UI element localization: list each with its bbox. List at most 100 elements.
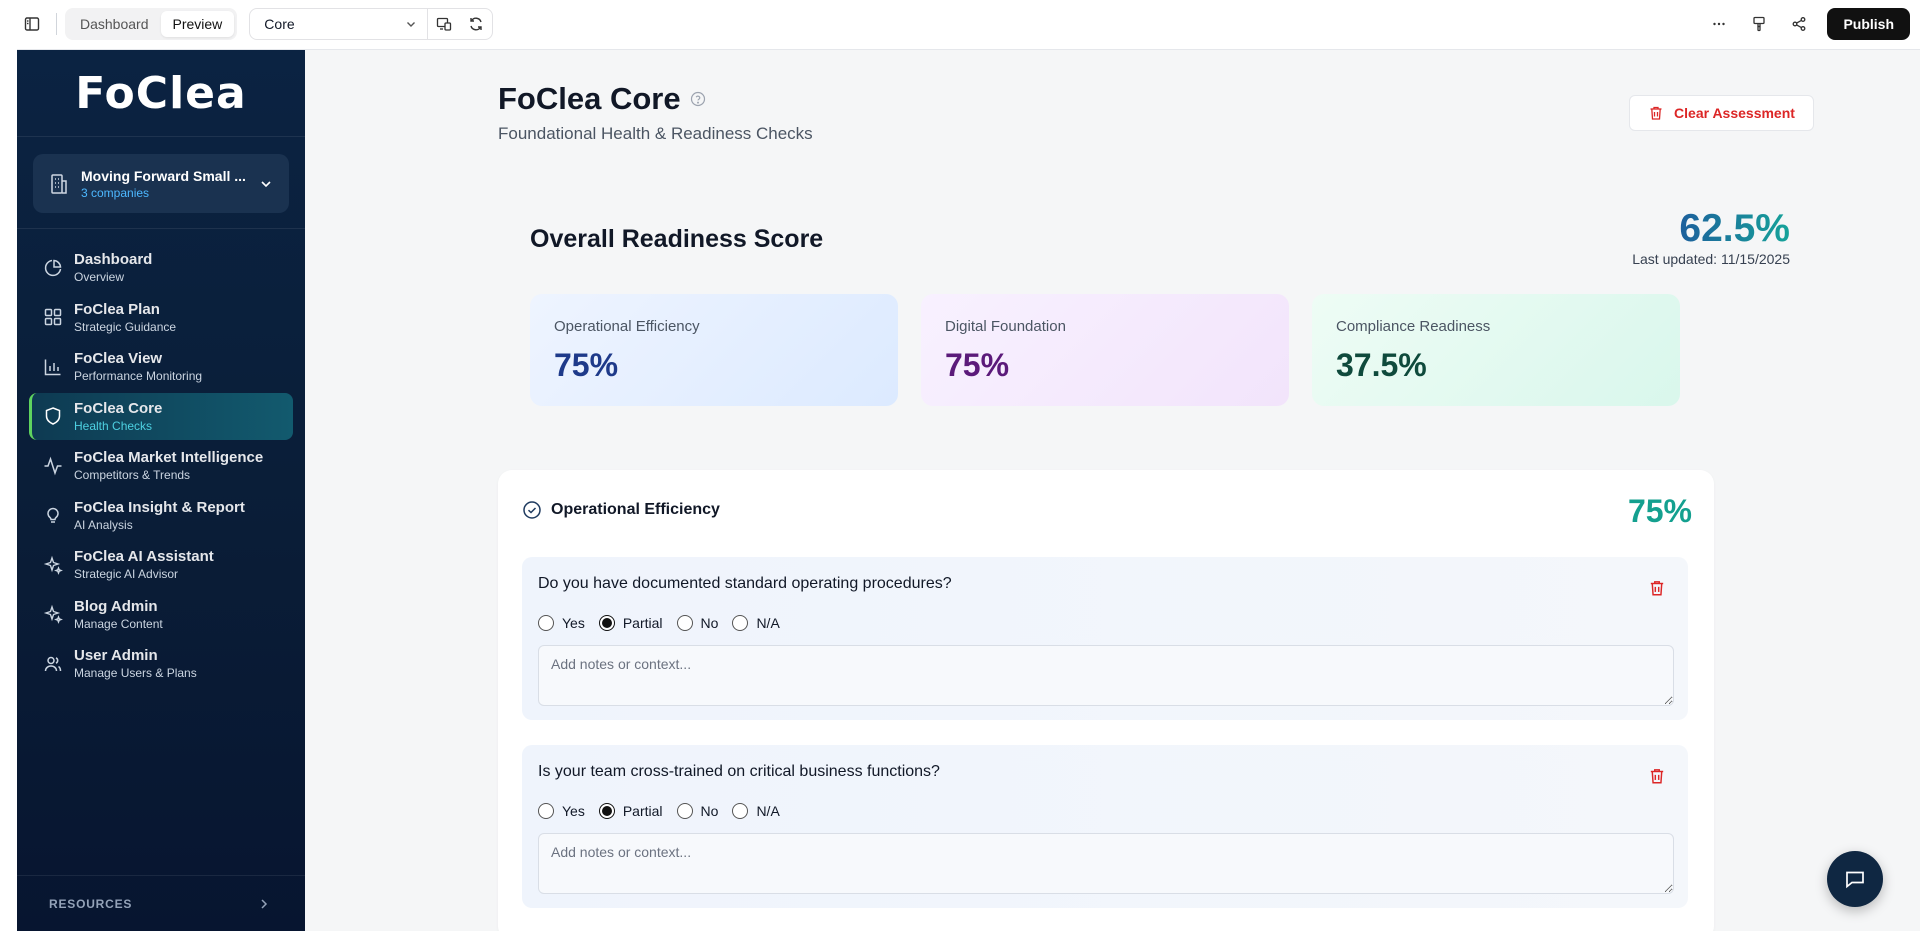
- radio-button[interactable]: [598, 803, 615, 819]
- sidebar-item-view[interactable]: FoClea View Performance Monitoring: [29, 343, 293, 390]
- sidebar-item-blog-admin[interactable]: Blog Admin Manage Content: [29, 591, 293, 638]
- radio-button[interactable]: [676, 803, 693, 819]
- radio-button[interactable]: [538, 615, 554, 631]
- publish-button[interactable]: Publish: [1827, 8, 1910, 40]
- page-title: FoClea Core: [498, 81, 681, 116]
- option-label: N/A: [756, 615, 780, 631]
- option-label: Yes: [562, 803, 585, 819]
- chat-launcher-button[interactable]: [1827, 851, 1883, 907]
- sidebar-item-market-intelligence[interactable]: FoClea Market Intelligence Competitors & …: [29, 442, 293, 489]
- category-card-digital: Digital Foundation 75%: [921, 294, 1289, 406]
- shield-icon: [42, 405, 64, 427]
- sidebar-item-sub: Competitors & Trends: [74, 468, 191, 482]
- company-name: Moving Forward Small ...: [81, 167, 246, 184]
- sidebar-item-sub: Overview: [74, 270, 125, 284]
- grid-icon: [42, 306, 64, 328]
- sidebar-nav: Dashboard Overview FoClea Plan Strategic G…: [17, 229, 305, 687]
- sidebar-item-dashboard[interactable]: Dashboard Overview: [29, 244, 293, 291]
- option-label: Partial: [622, 615, 663, 631]
- logo[interactable]: FoClea: [17, 50, 305, 137]
- sidebar-item-sub: Health Checks: [74, 418, 153, 433]
- sidebar-item-label: Dashboard: [74, 251, 153, 268]
- activity-icon: [42, 455, 64, 477]
- sidebar-toggle-icon[interactable]: [16, 8, 48, 40]
- category-label: Compliance Readiness: [1336, 318, 1491, 335]
- sidebar-item-insight-report[interactable]: FoClea Insight & Report AI Analysis: [29, 492, 293, 539]
- building-icon: [47, 172, 71, 196]
- option-label: Partial: [622, 803, 663, 819]
- sidebar-item-core[interactable]: FoClea Core Health Checks: [29, 392, 293, 440]
- section-header[interactable]: Operational Efficiency: [522, 500, 720, 520]
- company-count: 3 companies: [81, 185, 150, 200]
- category-value: 75%: [945, 347, 1010, 383]
- option-yes[interactable]: Yes: [538, 803, 585, 819]
- category-value: 75%: [554, 347, 619, 383]
- section-score: 75%: [1627, 493, 1692, 529]
- category-label: Operational Efficiency: [554, 318, 700, 335]
- radio-button[interactable]: [732, 615, 749, 631]
- sidebar-item-label: FoClea Plan: [74, 300, 160, 318]
- radio-button[interactable]: [598, 615, 615, 631]
- radio-button[interactable]: [732, 803, 749, 819]
- trash-icon[interactable]: [1648, 767, 1666, 785]
- option-no[interactable]: No: [676, 615, 719, 631]
- responsive-view-icon[interactable]: [428, 9, 460, 39]
- sidebar-item-ai-assistant[interactable]: FoClea AI Assistant Strategic AI Advisor: [29, 541, 293, 588]
- option-yes[interactable]: Yes: [538, 615, 585, 631]
- chevron-down-icon: [257, 175, 275, 193]
- sidebar-item-sub: Strategic AI Advisor: [74, 567, 179, 581]
- sidebar-item-plan[interactable]: FoClea Plan Strategic Guidance: [29, 294, 293, 341]
- option-no[interactable]: No: [676, 803, 718, 819]
- question-card: Is your team cross-trained on critical b…: [522, 745, 1688, 908]
- option-na[interactable]: N/A: [732, 803, 780, 819]
- option-label: No: [700, 615, 719, 631]
- refresh-icon[interactable]: [460, 9, 492, 39]
- option-partial[interactable]: Partial: [598, 615, 663, 631]
- category-card-compliance: Compliance Readiness 37.5%: [1312, 294, 1680, 406]
- category-label: Digital Foundation: [945, 318, 1066, 335]
- answer-options: Yes Partial No N/A: [538, 615, 794, 631]
- help-circle-icon[interactable]: [690, 91, 706, 107]
- sidebar-item-user-admin[interactable]: User Admin Manage Users & Plans: [29, 640, 293, 687]
- share-icon[interactable]: [1783, 8, 1815, 40]
- company-switcher[interactable]: Moving Forward Small ... 3 companies: [33, 154, 289, 213]
- sparkles-icon: [42, 603, 64, 625]
- page-select[interactable]: Core: [250, 9, 429, 39]
- chevron-down-icon: [407, 22, 416, 27]
- radio-button[interactable]: [676, 615, 693, 631]
- sidebar-item-label: FoClea Insight & Report: [74, 498, 245, 516]
- trash-icon: [1650, 106, 1662, 120]
- option-label: Yes: [562, 615, 585, 631]
- resources-toggle[interactable]: RESOURCES: [17, 875, 305, 931]
- pie-chart-icon: [42, 257, 64, 279]
- notes-input[interactable]: [538, 833, 1674, 894]
- sidebar-item-sub: Strategic Guidance: [74, 319, 177, 334]
- sidebar-item-label: FoClea Market Intelligence: [74, 449, 264, 466]
- editor-toolbar: Dashboard Preview Core Publish: [0, 0, 1920, 48]
- overall-score-title: Overall Readiness Score: [530, 225, 824, 253]
- overall-score-value: 62.5%: [1679, 207, 1790, 250]
- sidebar-item-sub: Manage Content: [74, 616, 163, 631]
- toolbar-divider: [56, 13, 57, 35]
- page-title-row: FoClea Core: [498, 81, 706, 117]
- sidebar-item-label: FoClea View: [74, 350, 163, 367]
- more-options-icon[interactable]: [1703, 8, 1735, 40]
- paint-brush-icon[interactable]: [1743, 8, 1775, 40]
- mode-dashboard-button[interactable]: Dashboard: [80, 16, 149, 32]
- clear-assessment-button[interactable]: Clear Assessment: [1629, 95, 1814, 131]
- check-circle-icon: [523, 501, 541, 519]
- assessment-section: Operational Efficiency 75% Do you have d…: [498, 470, 1714, 931]
- notes-input[interactable]: [538, 645, 1674, 706]
- trash-icon[interactable]: [1648, 579, 1666, 597]
- question-card: Do you have documented standard operatin…: [522, 557, 1688, 720]
- category-card-operational: Operational Efficiency 75%: [530, 294, 898, 406]
- option-na[interactable]: N/A: [732, 615, 780, 631]
- radio-button[interactable]: [538, 803, 554, 819]
- resources-label: RESOURCES: [49, 897, 133, 911]
- option-partial[interactable]: Partial: [598, 803, 663, 819]
- sidebar-item-label: FoClea Core: [74, 399, 163, 417]
- chat-bubble-icon: [1846, 871, 1864, 889]
- chevron-right-icon: [261, 899, 268, 909]
- mode-preview-button[interactable]: Preview: [160, 11, 235, 37]
- page-select-group: Core: [249, 8, 494, 40]
